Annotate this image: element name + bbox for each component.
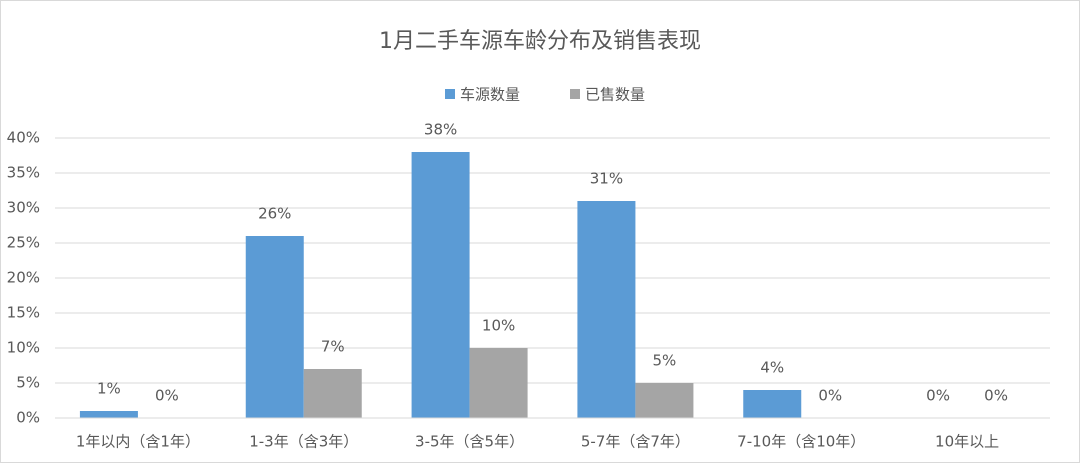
bar: [577, 201, 636, 418]
y-tick-label: 15%: [7, 304, 40, 322]
chart-title: 1月二手车源车龄分布及销售表现: [379, 29, 701, 54]
value-label: 1%: [97, 380, 121, 398]
x-tick-label: 3-5年（含5年）: [415, 433, 524, 451]
x-tick-label: 7-10年（含10年）: [737, 433, 865, 451]
y-tick-label: 0%: [16, 409, 40, 427]
y-tick-label: 10%: [7, 339, 40, 357]
y-tick-label: 5%: [16, 374, 40, 392]
value-label: 0%: [818, 387, 842, 405]
legend-label: 车源数量: [460, 86, 520, 104]
x-tick-label: 1-3年（含3年）: [249, 433, 358, 451]
value-label: 4%: [760, 359, 784, 377]
bar: [743, 390, 802, 418]
value-label: 38%: [424, 121, 457, 139]
bar: [79, 411, 138, 418]
value-label: 31%: [590, 170, 623, 188]
bar: [303, 369, 362, 418]
value-label: 10%: [482, 317, 515, 335]
value-label: 0%: [155, 387, 179, 405]
x-tick-label: 10年以上: [935, 433, 999, 451]
y-tick-label: 30%: [7, 199, 40, 217]
legend-label: 已售数量: [585, 86, 645, 104]
bar: [245, 236, 304, 418]
value-label: 5%: [653, 352, 677, 370]
y-tick-label: 40%: [7, 129, 40, 147]
y-tick-label: 25%: [7, 234, 40, 252]
value-label: 26%: [258, 205, 291, 223]
bar: [635, 383, 694, 418]
y-tick-label: 35%: [7, 164, 40, 182]
x-tick-label: 1年以内（含1年）: [76, 433, 200, 451]
value-label: 7%: [321, 338, 345, 356]
x-tick-label: 5-7年（含7年）: [581, 433, 690, 451]
value-label: 0%: [984, 387, 1008, 405]
y-tick-label: 20%: [7, 269, 40, 287]
bar: [411, 152, 470, 418]
value-label: 0%: [926, 387, 950, 405]
legend-swatch: [445, 89, 455, 99]
legend-swatch: [570, 89, 580, 99]
bar: [469, 348, 528, 418]
